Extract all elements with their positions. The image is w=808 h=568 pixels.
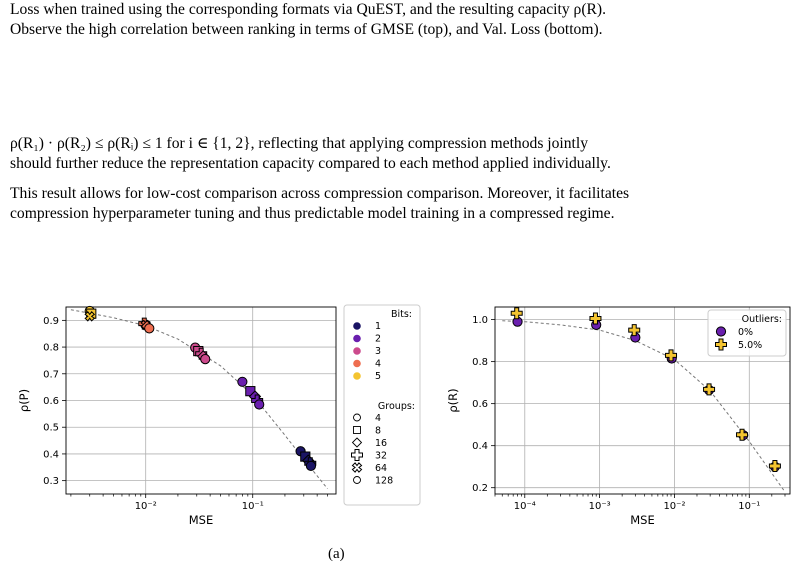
- legend-outliers-swatch: [715, 326, 727, 337]
- legend-groups-swatch: [351, 449, 363, 461]
- fit-curve: [502, 320, 786, 493]
- y-tick-label: 0.4: [472, 441, 488, 452]
- chart-right-rho-r: 10⁻⁴ 10⁻³ 10⁻² 10⁻¹ 0.2 0.4 0.6 0.8 1.0 MSE ρ(R) Ou…: [446, 306, 791, 527]
- data-point: [254, 399, 265, 410]
- data-point: [703, 383, 716, 396]
- legend-bits-label: 5: [375, 371, 381, 382]
- legend-groups-swatch: [353, 476, 361, 484]
- y-tick-label: 1.0: [472, 315, 488, 326]
- x-tick-label: 10⁻³: [589, 501, 611, 512]
- data-point: [200, 353, 211, 365]
- legend-bits-swatch: [353, 372, 361, 380]
- p2-line1: ρ(R₁) · ρ(R₂) ≤ ρ(Rᵢ) ≤ 1 for i ∈ {1, 2}…: [10, 135, 589, 152]
- p3-line2: compression hyperparameter tuning and th…: [10, 205, 615, 222]
- legend-groups-label: 16: [375, 438, 387, 449]
- legend-outliers-title: Outliers:: [742, 314, 782, 325]
- p1-line1: Loss when trained using the correspondin…: [10, 1, 607, 18]
- y-tick-label: 0.3: [43, 476, 59, 487]
- grid-lines: [495, 307, 790, 494]
- legend-bits-swatch: [353, 334, 361, 343]
- y-axis-label: ρ(P): [17, 389, 31, 412]
- legend-groups-title: Groups:: [378, 401, 415, 412]
- data-point: [589, 312, 602, 325]
- legend-bits-label: 3: [375, 346, 381, 357]
- p3-line1: This result allows for low-cost comparis…: [10, 185, 630, 202]
- y-tick-label: 0.8: [472, 357, 488, 368]
- y-tick-label: 0.8: [43, 343, 59, 354]
- legend-outliers-label: 5.0%: [738, 340, 762, 351]
- y-tick-label: 0.7: [43, 369, 59, 380]
- p2-line2: should further reduce the representation…: [10, 155, 611, 172]
- legend-groups-swatch: [353, 413, 361, 422]
- data-point: [144, 323, 155, 334]
- x-tick-label: 10⁻²: [663, 501, 685, 512]
- grid-lines: [66, 307, 336, 494]
- legend-bits-swatch: [353, 322, 361, 330]
- legend-groups-label: 4: [375, 413, 381, 424]
- y-axis-label: ρ(R): [446, 388, 460, 412]
- legend-outliers-swatch: [715, 338, 727, 351]
- x-tick-label: 10⁻¹: [242, 501, 264, 512]
- legend-outliers-label: 0%: [738, 327, 753, 338]
- legend-bits-label: 1: [375, 321, 381, 332]
- legend-groups-swatch: [351, 437, 363, 448]
- data-point: [237, 376, 248, 387]
- y-tick-label: 0.6: [43, 396, 59, 407]
- legend-groups-label: 128: [375, 476, 393, 487]
- legend-bits-label: 2: [375, 334, 381, 345]
- y-tick-label: 0.2: [472, 483, 488, 494]
- axis-ticks: 10⁻⁴ 10⁻³ 10⁻² 10⁻¹ 0.2 0.4 0.6 0.8 1.0: [472, 315, 786, 512]
- x-tick-label: 10⁻¹: [738, 501, 760, 512]
- y-tick-label: 0.4: [43, 449, 59, 460]
- y-tick-label: 0.5: [43, 423, 59, 434]
- x-axis-label: MSE: [630, 513, 655, 527]
- plot-frame: [494, 306, 791, 495]
- data-point: [628, 324, 641, 337]
- data-point: [665, 349, 678, 362]
- y-tick-label: 0.6: [472, 399, 488, 410]
- y-tick-label: 0.9: [43, 316, 59, 327]
- x-tick-label: 10⁻²: [135, 501, 157, 512]
- data-point: [510, 307, 523, 320]
- data-points: [84, 305, 317, 472]
- data-point: [736, 428, 749, 441]
- legend-groups-label: 32: [375, 451, 387, 462]
- legend-bits-title: Bits:: [391, 309, 412, 320]
- legend-outliers: Outliers: 0% 5.0%: [707, 309, 787, 357]
- legend-groups-swatch: [351, 462, 363, 473]
- p1-line2: Observe the high correlation between ran…: [10, 21, 603, 38]
- paragraph-low-cost-comparison: This result allows for low-cost comparis…: [10, 184, 800, 224]
- legend-groups-label: 64: [375, 463, 387, 474]
- legend-bits-swatch: [353, 359, 361, 368]
- x-tick-label: 10⁻⁴: [514, 501, 536, 512]
- x-axis-label: MSE: [189, 513, 214, 527]
- data-point: [305, 460, 317, 472]
- legend-bits-swatch: [353, 347, 361, 355]
- legend-bits-label: 4: [375, 359, 381, 370]
- legend-groups-label: 8: [375, 426, 381, 437]
- data-points: [510, 307, 781, 473]
- axis-ticks: 10⁻² 10⁻¹ 0.3 0.4 0.5 0.6 0.7 0.8 0.9: [43, 316, 328, 512]
- fit-curve: [70, 309, 328, 490]
- data-point: [768, 460, 781, 473]
- paragraph-capacity-inequality: ρ(R₁) · ρ(R₂) ≤ ρ(Rᵢ) ≤ 1 for i ∈ {1, 2}…: [10, 134, 800, 174]
- chart-left-rho-p: 10⁻² 10⁻¹ 0.3 0.4 0.5 0.6 0.7 0.8 0.9 MSE ρ(P) Bits…: [17, 304, 421, 527]
- legend-groups-swatch: [353, 426, 361, 434]
- figure-caption-fragment: (a): [328, 546, 345, 562]
- paragraph-caption-tail: Loss when trained using the correspondin…: [10, 0, 800, 40]
- data-point: [84, 311, 96, 322]
- legend-frame: [707, 309, 787, 357]
